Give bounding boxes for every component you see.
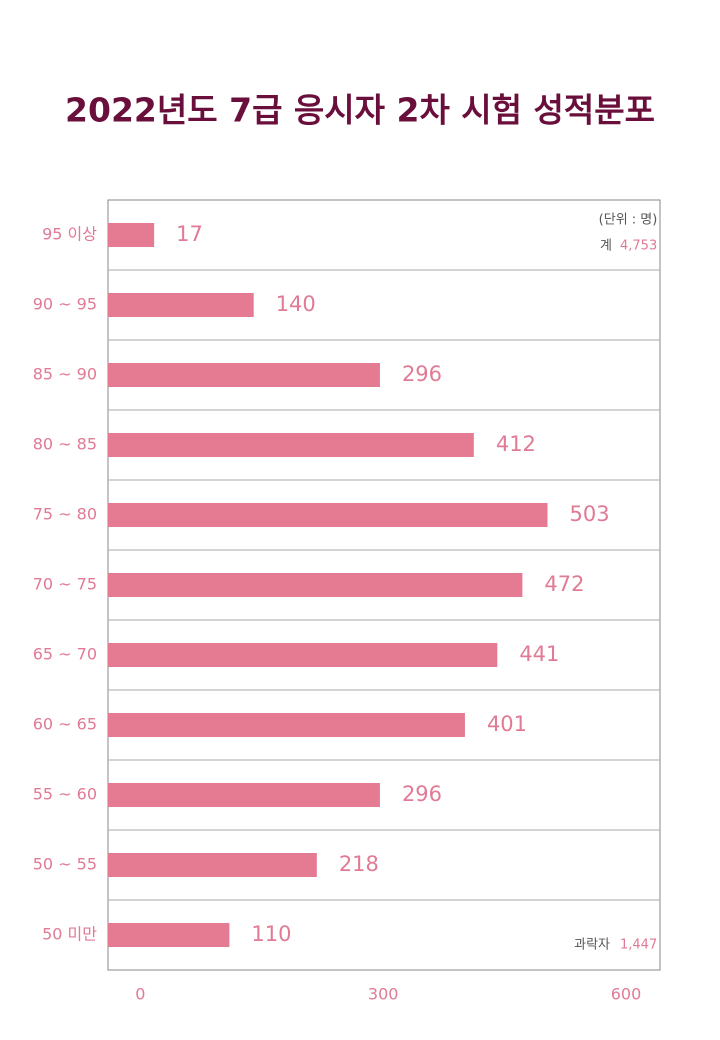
y-tick-label: 75 ~ 80 (33, 505, 97, 524)
value-label: 110 (251, 922, 291, 946)
value-label: 218 (339, 852, 379, 876)
fail-label: 과락자 (574, 938, 610, 953)
bar (108, 363, 380, 387)
y-tick-label: 95 이상 (42, 225, 97, 244)
y-tick-label: 70 ~ 75 (33, 575, 97, 594)
value-label: 441 (519, 642, 559, 666)
value-label: 472 (544, 572, 584, 596)
bar (108, 783, 380, 807)
bar (108, 713, 465, 737)
y-tick-label: 80 ~ 85 (33, 435, 97, 454)
total-label: 계 (600, 239, 612, 254)
bar (108, 573, 523, 597)
y-tick-label: 50 미만 (42, 925, 97, 944)
fail-value: 1,447 (620, 938, 657, 953)
unit-note: (단위 : 명) (599, 213, 658, 228)
bar (108, 433, 474, 457)
y-tick-label: 65 ~ 70 (33, 645, 97, 664)
y-tick-label: 50 ~ 55 (33, 855, 97, 874)
bar (108, 503, 548, 527)
chart-title: 2022년도 7급 응시자 2차 시험 성적분포 (65, 91, 655, 130)
bar (108, 853, 317, 877)
x-tick-label: 300 (368, 985, 399, 1004)
y-tick-label: 55 ~ 60 (33, 785, 97, 804)
value-label: 140 (276, 292, 316, 316)
x-tick-label: 0 (135, 985, 145, 1004)
value-label: 296 (402, 362, 442, 386)
y-tick-label: 60 ~ 65 (33, 715, 97, 734)
bar (108, 923, 230, 947)
total-value: 4,753 (620, 239, 657, 254)
y-tick-label: 85 ~ 90 (33, 365, 97, 384)
bar (108, 293, 254, 317)
value-label: 17 (176, 222, 203, 246)
x-tick-label: 600 (611, 985, 642, 1004)
value-label: 401 (487, 712, 527, 736)
bar (108, 643, 498, 667)
value-label: 412 (496, 432, 536, 456)
value-label: 503 (569, 502, 609, 526)
y-tick-label: 90 ~ 95 (33, 295, 97, 314)
value-label: 296 (402, 782, 442, 806)
bar (108, 223, 155, 247)
